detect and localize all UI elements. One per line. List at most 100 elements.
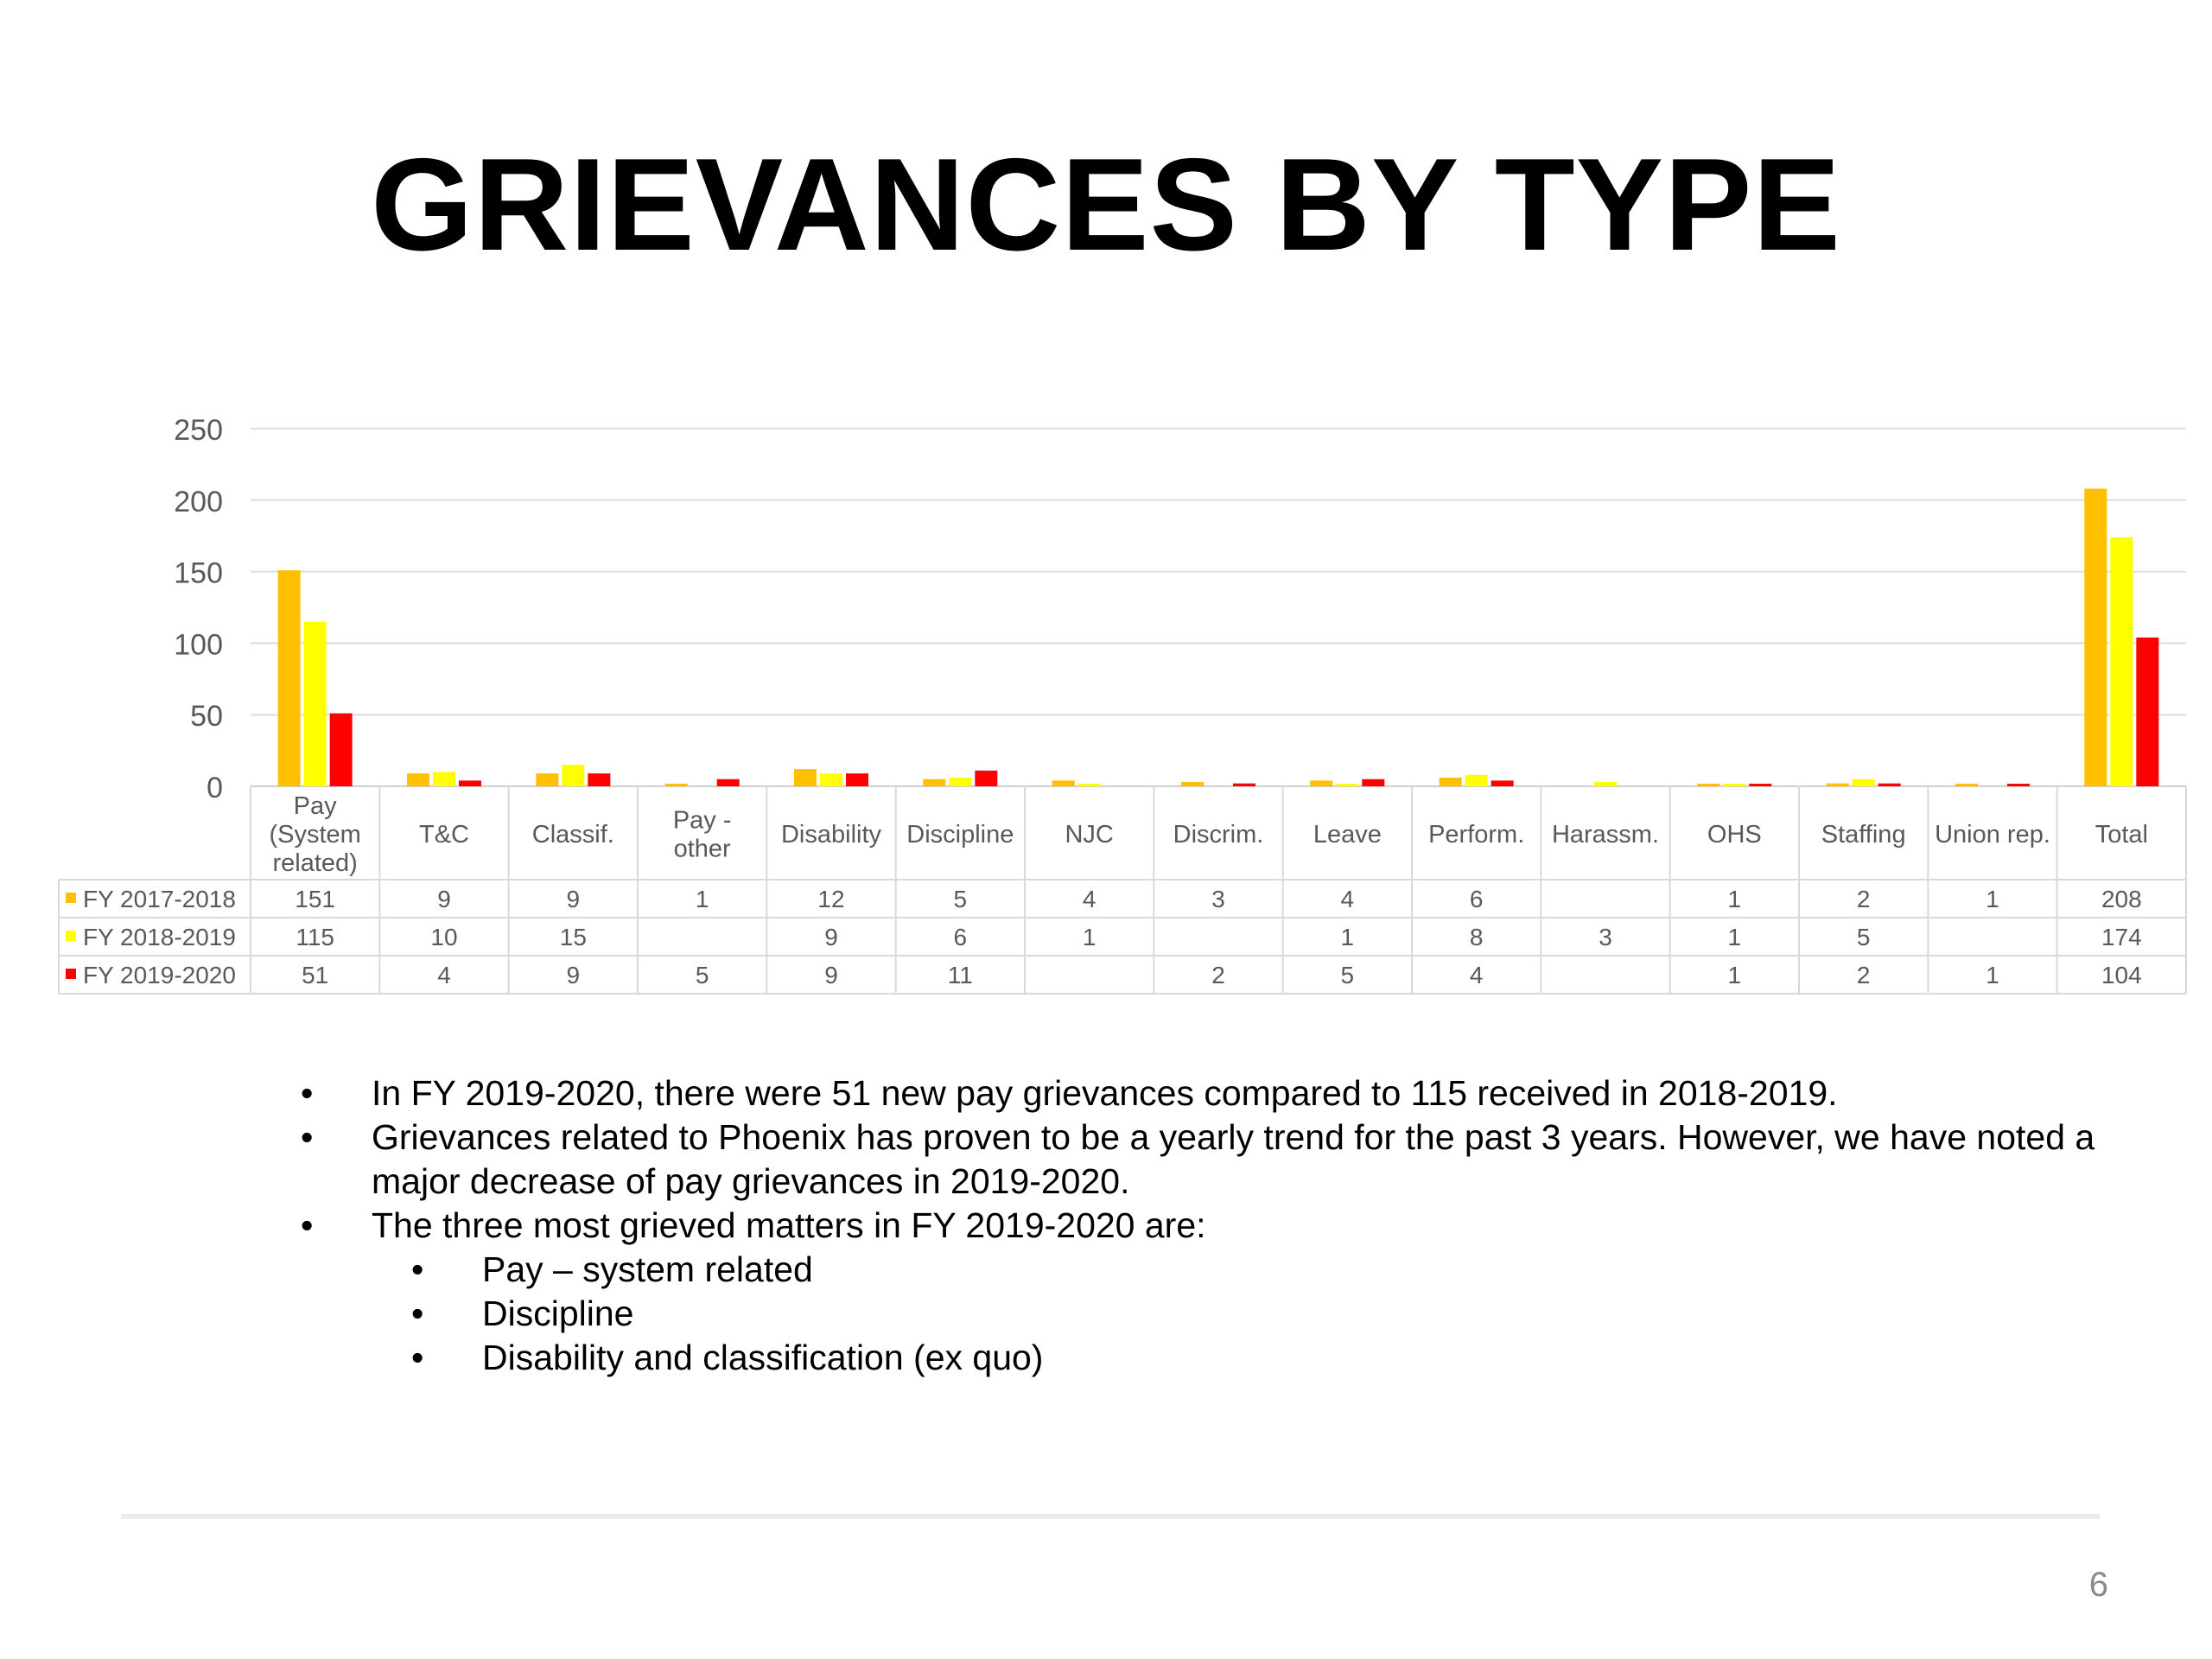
y-tick-label: 0 [207, 772, 223, 804]
sub-bullet-item: • Discipline [294, 1292, 2108, 1336]
grievances-chart: 0 50 100 150 200 250 Pay (System related) T&C Cla… [58, 414, 2187, 995]
bar-fy-2018-2019 [1594, 782, 1617, 786]
category-label: Pay (System related) [269, 792, 360, 877]
data-label: 151 [295, 886, 335, 912]
category-label: OHS [1707, 821, 1762, 849]
bullet-dot-icon: • [301, 1073, 314, 1113]
sub-bullet-text: Disability and classification (ex quo) [482, 1338, 1044, 1377]
legend-label: FY 2019-2020 [83, 962, 236, 988]
category-label-line: Discrim. [1173, 821, 1264, 849]
data-label: 1 [1728, 924, 1742, 950]
category-label-line: Pay - [673, 807, 732, 835]
bullet-item: • Grievances related to Phoenix has prove… [294, 1116, 2108, 1204]
bar-fy-2019-2020 [588, 773, 611, 786]
sub-bullet-item: • Pay – system related [294, 1248, 2108, 1292]
bar-fy-2017-2018 [1310, 780, 1333, 786]
bar-fy-2017-2018 [277, 569, 301, 786]
bullet-item: • The three most grieved matters in FY 20… [294, 1204, 2108, 1248]
legend-key-fy-2019-2020 [66, 969, 76, 979]
footer-divider [121, 1514, 2100, 1519]
data-label: 1 [1986, 962, 1999, 988]
category-label-line: NJC [1065, 821, 1113, 849]
page-number: 6 [2088, 1566, 2108, 1604]
category-label-line: T&C [419, 821, 469, 849]
data-label: 2 [1857, 962, 1871, 988]
bar-fy-2019-2020 [1749, 784, 1772, 786]
category-label: Harassm. [1552, 821, 1659, 849]
data-label: 8 [1470, 924, 1484, 950]
category-label: Disability [781, 821, 882, 849]
bar-fy-2018-2019 [303, 621, 327, 786]
legend-key-fy-2017-2018 [66, 893, 76, 903]
bullet-dot-icon: • [411, 1338, 424, 1377]
bar-fy-2019-2020 [1491, 780, 1514, 786]
y-tick-label: 150 [174, 557, 223, 590]
bullet-dot-icon: • [301, 1205, 314, 1245]
data-label: 10 [430, 924, 457, 950]
bar-fy-2019-2020 [975, 770, 998, 786]
data-label: 12 [817, 886, 844, 912]
data-label: 1 [1986, 886, 1999, 912]
bar-fy-2018-2019 [1077, 784, 1101, 786]
y-tick-label: 200 [174, 486, 223, 518]
data-label: 9 [567, 886, 581, 912]
bar-fy-2018-2019 [1723, 784, 1746, 786]
data-label: 1 [696, 886, 709, 912]
bar-fy-2017-2018 [1955, 784, 1978, 786]
data-label: 174 [2101, 924, 2142, 950]
bullet-item: • In FY 2019-2020, there were 51 new pay … [294, 1071, 2108, 1116]
data-label: 3 [1599, 924, 1612, 950]
y-tick-label: 50 [190, 700, 223, 733]
sub-bullet-item: • Disability and classification (ex quo) [294, 1336, 2108, 1380]
data-label: 6 [954, 924, 968, 950]
data-label: 15 [560, 924, 587, 950]
bar-fy-2018-2019 [2110, 537, 2133, 786]
data-label: 2 [1857, 886, 1871, 912]
chart-gridlines [251, 428, 2186, 787]
bullet-dot-icon: • [301, 1117, 314, 1157]
bar-fy-2017-2018 [1052, 780, 1075, 786]
data-label: 4 [1470, 962, 1484, 988]
bar-fy-2019-2020 [329, 713, 353, 786]
bar-fy-2018-2019 [1465, 774, 1488, 786]
slide-title: GRIEVANCES BY TYPE [371, 131, 1841, 278]
bullet-dot-icon: • [411, 1249, 424, 1289]
data-label: 11 [948, 962, 973, 988]
category-label: Leave [1313, 821, 1382, 849]
sub-bullet-text: Pay – system related [482, 1249, 813, 1289]
category-label-line: other [674, 836, 731, 863]
category-label: Staffing [1821, 821, 1906, 849]
bullet-text: In FY 2019-2020, there were 51 new pay g… [372, 1073, 1838, 1113]
bar-fy-2017-2018 [407, 773, 429, 786]
bar-fy-2017-2018 [1826, 783, 1849, 786]
data-label: 1 [1728, 886, 1742, 912]
bar-fy-2019-2020 [459, 780, 481, 786]
data-label: 9 [437, 886, 451, 912]
y-tick-label: 250 [174, 414, 223, 447]
bar-fy-2017-2018 [794, 769, 817, 786]
category-label: Classif. [532, 821, 614, 849]
bar-fy-2019-2020 [716, 779, 740, 786]
legend-label: FY 2017-2018 [83, 886, 236, 912]
category-label-line: related) [273, 849, 358, 877]
category-label-line: Pay [294, 792, 337, 820]
category-label-line: Total [2095, 821, 2148, 849]
category-label: Union rep. [1935, 821, 2050, 849]
data-label: 4 [1341, 886, 1355, 912]
category-label: NJC [1065, 821, 1113, 849]
data-label: 9 [567, 962, 581, 988]
data-label: 4 [437, 962, 451, 988]
bar-fy-2017-2018 [536, 773, 559, 786]
category-label-line: Leave [1313, 821, 1382, 849]
data-table: Pay (System related) T&C Classif. Pay -other D… [58, 786, 2187, 995]
chart-bars [277, 488, 2159, 786]
bar-fy-2018-2019 [820, 773, 842, 786]
category-label-line: Classif. [532, 821, 614, 849]
bar-fy-2019-2020 [2007, 784, 2030, 786]
category-label-line: Perform. [1428, 821, 1524, 849]
data-label: 6 [1470, 886, 1484, 912]
y-tick-label: 100 [174, 628, 223, 661]
data-label: 4 [1083, 886, 1096, 912]
category-label: Total [2095, 821, 2148, 849]
data-label: 3 [1211, 886, 1225, 912]
